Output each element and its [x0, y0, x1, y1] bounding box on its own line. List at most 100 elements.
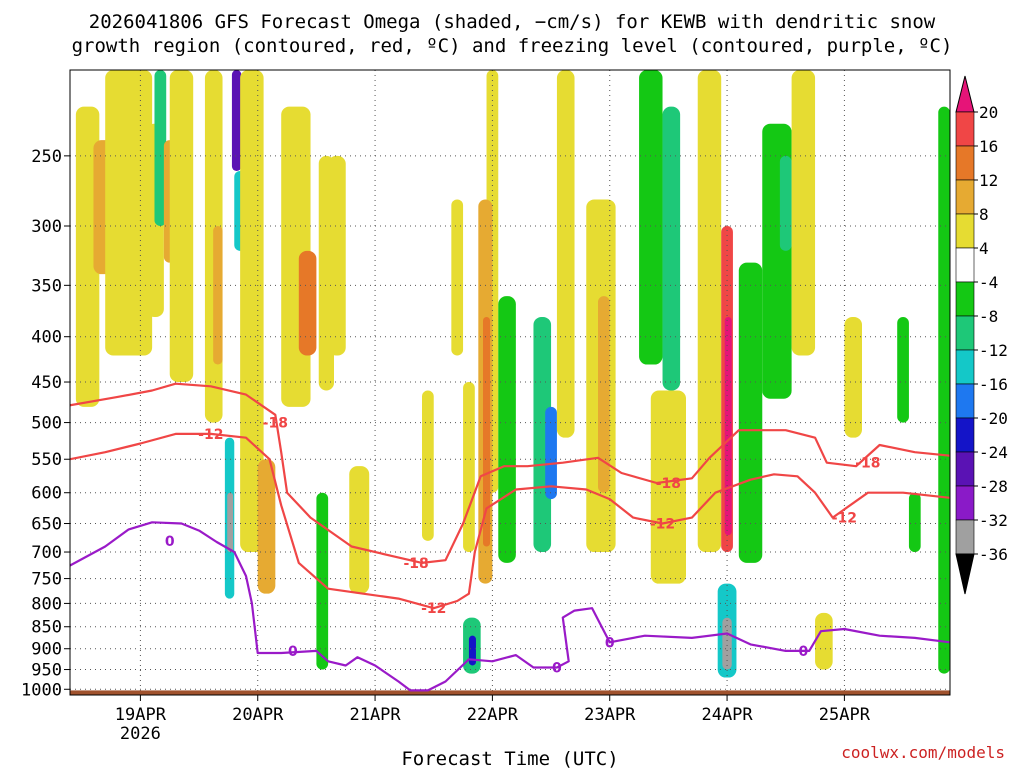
y-tick-label-700: 700: [31, 543, 62, 563]
colorbar-label--8: -8: [979, 307, 998, 326]
omega-cell-32: [545, 406, 557, 500]
omega-cell-36: [639, 70, 663, 365]
omega-cell-50: [897, 316, 909, 423]
omega-cell-38: [650, 390, 686, 584]
freezing-level-label-4: 0: [798, 644, 808, 660]
grid-lines: [70, 70, 950, 695]
x-tick-label-25APR: 25APR: [819, 705, 871, 725]
y-tick-label-850: 850: [31, 618, 62, 638]
y-tick-label-650: 650: [31, 515, 62, 535]
omega-cell-46: [779, 155, 792, 251]
omega-cell-44: [738, 262, 763, 563]
omega-cell-20: [328, 155, 346, 356]
y-tick-label-550: 550: [31, 450, 62, 470]
colorbar-box-9: [955, 417, 975, 453]
y-tick-label-250: 250: [31, 147, 62, 167]
colorbar-box-10: [955, 451, 975, 487]
colorbar-label-16: 16: [979, 137, 998, 156]
m12-isotherm-line: [70, 432, 950, 610]
omega-cell-19: [316, 492, 329, 670]
colorbar-label--20: -20: [979, 409, 1008, 428]
colorbar-label--16: -16: [979, 375, 1008, 394]
colorbar-box-2: [955, 179, 975, 215]
y-tick-label-500: 500: [31, 414, 62, 434]
colorbar-box-7: [955, 349, 975, 385]
m12-isotherm-label-2: -12: [650, 517, 675, 533]
m18-isotherm-label-1: -18: [403, 556, 428, 572]
x-tick-label-24APR: 24APR: [701, 705, 753, 725]
omega-shading: [75, 70, 950, 678]
omega-cell-15: [257, 459, 276, 594]
colorbar-label-12: 12: [979, 171, 998, 190]
colorbar-box-8: [955, 383, 975, 419]
omega-cell-43: [722, 617, 732, 670]
y-tick-label-1000: 1000: [21, 680, 62, 700]
x-axis-label: Forecast Time (UTC): [401, 748, 618, 768]
m12-isotherm-label-0: -12: [198, 427, 223, 443]
y-tick-label-750: 750: [31, 570, 62, 590]
omega-cell-49: [844, 316, 862, 438]
colorbar-label-8: 8: [979, 205, 989, 224]
colorbar-box-12: [955, 519, 975, 555]
omega-cell-27: [483, 316, 491, 547]
colorbar: -36 -32 -28 -24 -20 -16 -12 -8 -4 4 8 12 16 20: [955, 75, 1008, 595]
colorbar-label--12: -12: [979, 341, 1008, 360]
y-tick-label-800: 800: [31, 594, 62, 614]
y-tick-label-350: 350: [31, 276, 62, 296]
omega-cell-17: [298, 250, 317, 356]
omega-cell-30: [498, 296, 516, 563]
omega-cell-52: [938, 106, 950, 674]
y-tick-label-950: 950: [31, 661, 62, 681]
m18-isotherm-label-2: -18: [656, 476, 681, 492]
omega-cell-35: [598, 296, 610, 493]
omega-cell-5: [154, 70, 167, 227]
omega-cell-21: [349, 466, 370, 594]
freezing-level-label-1: 0: [288, 644, 298, 660]
m12-isotherm-label-1: -12: [421, 601, 446, 617]
omega-cell-41: [724, 316, 732, 536]
omega-cell-29: [468, 635, 476, 666]
colorbar-box-0: [955, 111, 975, 147]
colorbar-box-11: [955, 485, 975, 521]
m18-isotherm-line: [70, 382, 950, 564]
m12-isotherm-label-3: -12: [832, 511, 857, 527]
colorbar-top-arrow: [955, 75, 975, 113]
colorbar-label--32: -32: [979, 511, 1008, 530]
omega-cell-47: [791, 70, 816, 356]
contour-layer: -18 -18 -18 -18 -12 -12 -12 -12 0 0 0 0 0: [70, 382, 950, 692]
x-tick-label-20APR: 20APR: [232, 705, 284, 725]
omega-cell-48: [815, 612, 833, 670]
freezing-level-label-0: 0: [165, 534, 175, 550]
freezing-level-line: [70, 521, 950, 692]
omega-cell-22: [422, 390, 434, 541]
omega-cell-51: [908, 492, 921, 553]
colorbar-box-1: [955, 145, 975, 181]
x-tick-label-21APR: 21APR: [349, 705, 401, 725]
omega-cell-24: [463, 382, 475, 553]
colorbar-label-4: 4: [979, 239, 989, 258]
credit-text: coolwx.com/models: [841, 743, 1005, 762]
x-tick-sublabel-19APR: 2026: [120, 724, 161, 744]
x-tick-label-22APR: 22APR: [467, 705, 519, 725]
colorbar-box-6: [955, 315, 975, 351]
chart-title-line1: 2026041806 GFS Forecast Omega (shaded, −…: [89, 11, 936, 33]
x-tick-label-23APR: 23APR: [584, 705, 636, 725]
colorbar-label--24: -24: [979, 443, 1008, 462]
colorbar-box-3: [955, 213, 975, 249]
colorbar-label--36: -36: [979, 545, 1008, 564]
y-axis: 2503003504004505005506006507007508008509…: [21, 147, 70, 700]
omega-cell-3: [105, 70, 153, 356]
colorbar-label-20: 20: [979, 103, 998, 122]
colorbar-box-5: [955, 281, 975, 317]
m18-isotherm-label-3: -18: [855, 456, 880, 472]
m18-isotherm-label-0: -18: [263, 416, 288, 432]
x-tick-label-19APR: 19APR: [115, 705, 167, 725]
colorbar-bottom-arrow: [955, 553, 975, 595]
omega-cell-37: [662, 106, 681, 391]
chart-title-line2: growth region (contoured, red, ºC) and f…: [72, 35, 953, 57]
y-tick-label-300: 300: [31, 217, 62, 237]
omega-cell-39: [697, 70, 722, 553]
omega-cell-23: [451, 199, 464, 356]
